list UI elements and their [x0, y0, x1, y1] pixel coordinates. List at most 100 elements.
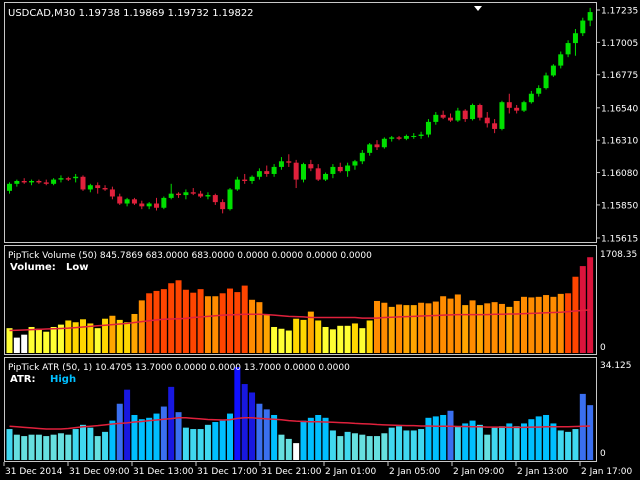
- atr-bar: [329, 430, 336, 460]
- candle-body: [14, 181, 20, 184]
- volume-panel-frame: [4, 245, 597, 355]
- atr-bar: [565, 431, 572, 460]
- volume-bar: [521, 296, 527, 353]
- price-label: 1.17005: [601, 39, 638, 49]
- atr-bar: [72, 429, 79, 460]
- candle-body: [227, 189, 233, 210]
- atr-bar: [65, 434, 72, 460]
- volume-bar: [227, 288, 233, 353]
- volume-bar: [337, 325, 344, 353]
- candle-body: [154, 203, 159, 208]
- time-label: 31 Dec 17:00: [197, 467, 258, 477]
- candle-body: [36, 181, 42, 183]
- candle-body: [190, 192, 196, 194]
- volume-bar: [535, 296, 542, 353]
- candle-body: [521, 102, 527, 111]
- volume-bar: [263, 313, 270, 353]
- candle-body: [352, 161, 358, 166]
- candle-body: [514, 107, 520, 111]
- volume-bar: [396, 304, 403, 353]
- volume-bar: [374, 300, 380, 353]
- candle-body: [550, 65, 556, 76]
- volume-bar: [359, 328, 366, 353]
- atr-bar: [557, 430, 564, 460]
- candle-body: [558, 54, 564, 66]
- atr-bar: [388, 427, 395, 460]
- volume-bar: [285, 330, 292, 353]
- volume-bar: [116, 319, 123, 353]
- atr-bar: [241, 384, 248, 460]
- atr-scale-min: 0: [600, 449, 606, 459]
- atr-bar: [521, 423, 527, 460]
- main-panel-frame: [4, 2, 597, 243]
- atr-bar: [94, 436, 101, 460]
- volume-bar: [462, 305, 469, 353]
- volume-bar: [28, 326, 35, 353]
- atr-bar: [116, 403, 123, 460]
- volume-bar: [175, 280, 182, 353]
- candle-body: [43, 182, 49, 184]
- volume-bar: [50, 326, 57, 353]
- volume-bar: [102, 318, 109, 353]
- volume-bar: [351, 323, 358, 353]
- volume-average-line: [9, 309, 591, 332]
- atr-bar: [344, 431, 351, 460]
- atr-bar: [418, 429, 425, 460]
- candle-body: [205, 195, 211, 197]
- time-label: 31 Dec 09:00: [69, 467, 130, 477]
- candle-body: [131, 199, 137, 204]
- candle-body: [381, 138, 387, 148]
- symbol-header: USDCAD,M30 1.19738 1.19869 1.19732 1.198…: [8, 8, 254, 19]
- atr-bar: [491, 427, 498, 460]
- candle-body: [139, 203, 145, 207]
- candle-body: [301, 164, 306, 180]
- candle-body: [536, 88, 542, 94]
- volume-bar: [204, 296, 211, 353]
- atr-bar: [425, 417, 432, 460]
- atr-bar: [271, 414, 278, 460]
- candle-body: [528, 93, 534, 103]
- atr-bar: [293, 443, 300, 460]
- atr-bar: [28, 434, 35, 460]
- time-label: 2 Jan 17:00: [581, 467, 633, 477]
- volume-bar: [315, 320, 322, 353]
- atr-bar: [513, 426, 520, 460]
- atr-bar: [35, 434, 42, 460]
- atr-bar: [403, 430, 410, 460]
- time-label: 31 Dec 21:00: [261, 467, 322, 477]
- atr-bar: [506, 423, 513, 460]
- candle-body: [234, 179, 240, 190]
- volume-bar: [344, 325, 351, 353]
- volume-bar: [293, 318, 300, 353]
- volume-bar: [249, 299, 256, 353]
- volume-scale-min: 0: [600, 343, 606, 353]
- candle-body: [587, 12, 593, 21]
- atr-scale-max: 34.125: [600, 361, 632, 371]
- time-axis: 31 Dec 2014 31 Dec 09:00 31 Dec 13:00 31 De…: [3, 462, 633, 477]
- atr-bar: [263, 409, 270, 460]
- time-label: 2 Jan 05:00: [389, 467, 441, 477]
- atr-bar: [432, 416, 439, 460]
- volume-bar: [256, 302, 263, 353]
- volume-bar: [506, 306, 513, 353]
- atr-bar: [322, 417, 329, 460]
- atr-state-prefix: ATR:: [10, 374, 35, 385]
- atr-bar: [374, 436, 380, 460]
- atr-average-line: [9, 417, 591, 430]
- candle-body: [198, 193, 204, 197]
- atr-bar: [21, 436, 28, 460]
- volume-bar: [131, 313, 138, 353]
- volume-bar: [528, 297, 535, 353]
- volume-bar: [212, 296, 219, 353]
- time-label: 2 Jan 13:00: [517, 467, 569, 477]
- candle-body: [124, 199, 130, 204]
- volume-bar: [43, 331, 50, 353]
- candle-body: [433, 114, 439, 122]
- atr-bar: [190, 429, 197, 460]
- candle-body: [21, 181, 27, 183]
- atr-bar: [124, 389, 131, 460]
- atr-bar: [359, 434, 366, 460]
- volume-bar: [168, 283, 175, 353]
- volume-bar: [182, 289, 189, 353]
- volume-bar: [65, 320, 72, 353]
